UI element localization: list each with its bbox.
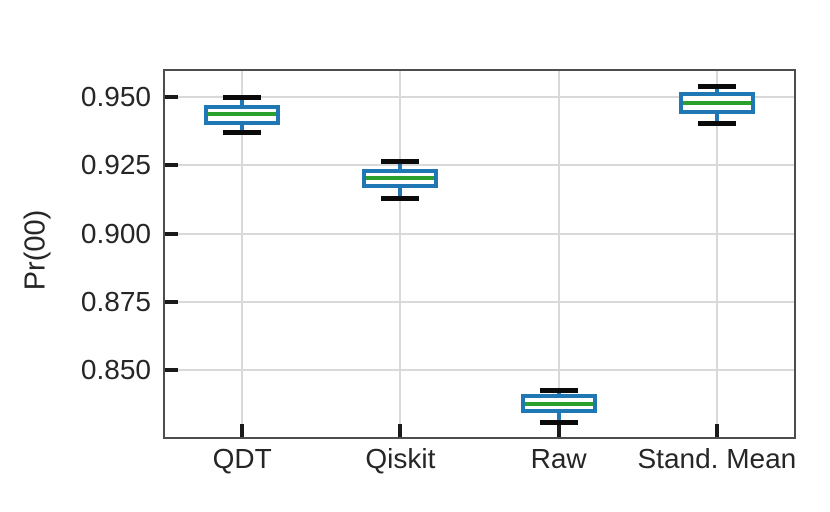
x-axis-tick (714, 424, 719, 437)
whisker-cap-bottom (697, 121, 736, 127)
y-tick-label: 0.950 (80, 81, 151, 113)
median-line (208, 111, 277, 116)
horizontal-gridline (165, 301, 794, 304)
whisker-cap-top (697, 83, 736, 89)
median-line (366, 175, 435, 180)
vertical-gridline (557, 71, 560, 437)
x-tick-label: Raw (530, 443, 587, 474)
x-axis-tick (240, 424, 245, 437)
horizontal-gridline (165, 232, 794, 235)
y-tick-label: 0.850 (80, 354, 151, 386)
y-axis-tick (165, 95, 178, 100)
whisker-cap-bottom (223, 130, 262, 136)
y-tick-label: 0.875 (80, 286, 151, 318)
median-line (682, 100, 751, 105)
x-axis-tick (556, 424, 561, 437)
whisker-cap-top (539, 388, 578, 394)
x-tick-label: QDT (212, 443, 272, 474)
y-axis-tick (165, 231, 178, 236)
y-axis-tick (165, 368, 178, 373)
y-tick-label: 0.900 (80, 217, 151, 249)
x-axis-tick (398, 424, 403, 437)
whisker-cap-bottom (539, 419, 578, 425)
x-tick-label: Stand. Mean (637, 443, 797, 474)
horizontal-gridline (165, 164, 794, 167)
x-tick-label: Qiskit (365, 443, 436, 474)
y-axis-tick (165, 300, 178, 305)
vertical-gridline (399, 71, 402, 437)
y-tick-label: 0.925 (80, 149, 151, 181)
whisker-cap-top (381, 158, 420, 164)
median-line (524, 401, 593, 406)
vertical-gridline (241, 71, 244, 437)
horizontal-gridline (165, 369, 794, 372)
whisker-cap-bottom (381, 195, 420, 201)
whisker-cap-top (223, 94, 262, 100)
y-axis-tick (165, 163, 178, 168)
vertical-gridline (715, 71, 718, 437)
horizontal-gridline (165, 96, 794, 99)
